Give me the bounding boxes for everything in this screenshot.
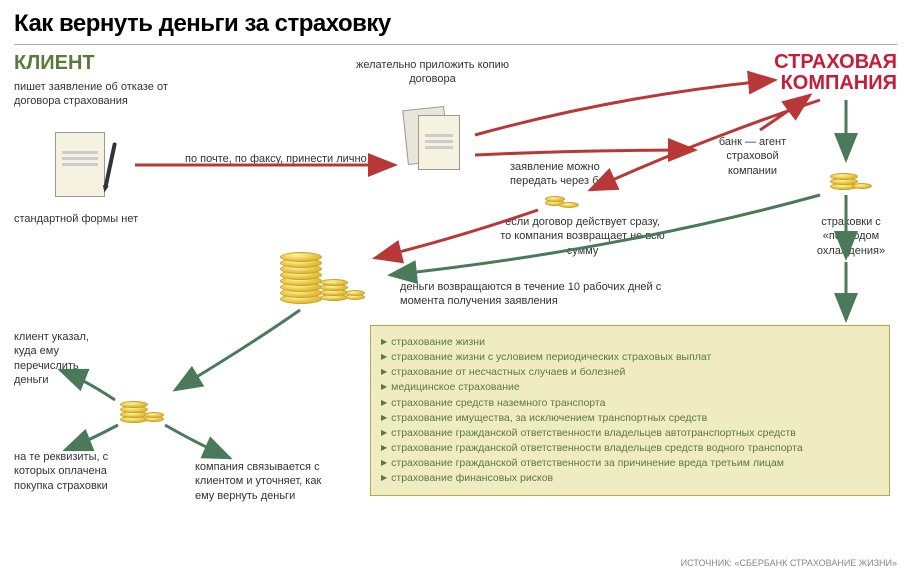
list-item: страхование жизни: [381, 336, 879, 349]
source-credit: ИСТОЧНИК: «СБЕРБАНК СТРАХОВАНИЕ ЖИЗНИ»: [681, 558, 897, 568]
list-item: страхование средств наземного транспорта: [381, 397, 879, 410]
list-item: страхование жизни с условием периодическ…: [381, 351, 879, 364]
list-item: страхование гражданской ответственности …: [381, 427, 879, 440]
list-item: медицинское страхование: [381, 381, 879, 394]
insurance-types-box: страхование жизни страхование жизни с ус…: [370, 325, 890, 496]
list-item: страхование от несчастных случаев и боле…: [381, 366, 879, 379]
list-item: страхование имущества, за исключением тр…: [381, 412, 879, 425]
list-item: страхование гражданской ответственности …: [381, 457, 879, 470]
list-item: страхование финансовых рисков: [381, 472, 879, 485]
list-item: страхование гражданской ответственности …: [381, 442, 879, 455]
